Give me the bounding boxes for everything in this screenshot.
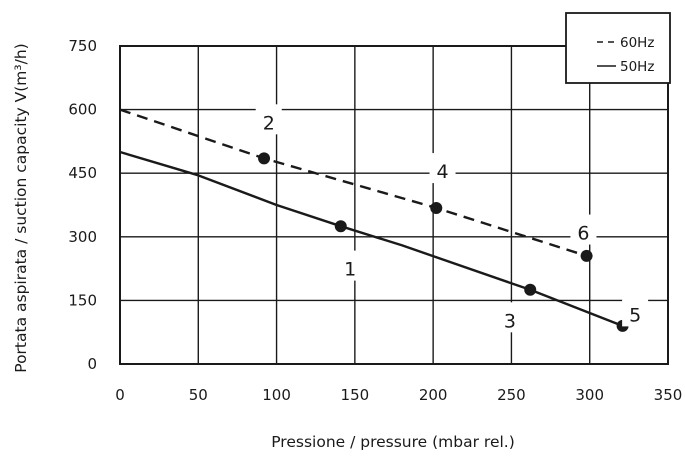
- annotation-bg: [570, 214, 597, 245]
- annotation-label: 4: [436, 161, 448, 183]
- x-tick-label: 50: [189, 386, 208, 404]
- y-tick-label: 600: [68, 101, 97, 119]
- x-tick-label: 250: [497, 386, 526, 404]
- legend-label-50hz: 50Hz: [620, 59, 654, 75]
- x-tick-label: 0: [115, 386, 125, 404]
- x-tick-label: 100: [262, 386, 291, 404]
- y-tick-label: 0: [87, 355, 97, 373]
- legend-label-60hz: 60Hz: [620, 35, 654, 51]
- data-point: [580, 249, 593, 262]
- annotation-bg: [496, 302, 523, 333]
- tick-labels: 0 50 100 150 200 250 300 350 0 150 300 450 600 750: [68, 37, 682, 404]
- data-point: [430, 201, 443, 214]
- annotation-label: 6: [577, 223, 589, 245]
- y-tick-label: 150: [68, 291, 97, 309]
- y-tick-label: 450: [68, 164, 97, 182]
- legend: 60Hz 50Hz: [565, 12, 671, 84]
- annotation-label: 5: [629, 304, 641, 326]
- data-point: [258, 152, 271, 165]
- annotation-label: 2: [263, 112, 275, 134]
- x-tick-label: 350: [654, 386, 683, 404]
- x-tick-label: 150: [341, 386, 370, 404]
- series-line-60hz: [119, 108, 587, 258]
- grid: [119, 45, 669, 365]
- annotations: 1 2 3 4 5 6: [255, 104, 649, 333]
- annotation-label: 3: [504, 310, 516, 332]
- annotation-label: 1: [344, 259, 356, 281]
- annotation-bg: [255, 104, 282, 135]
- y-tick-label: 750: [68, 37, 97, 55]
- x-tick-label: 200: [419, 386, 448, 404]
- legend-box: [565, 12, 671, 84]
- y-tick-label: 300: [68, 228, 97, 246]
- annotation-bg: [337, 250, 364, 281]
- annotation-bg: [429, 153, 456, 184]
- data-point: [334, 220, 347, 233]
- data-point: [524, 283, 537, 296]
- x-tick-label: 300: [575, 386, 604, 404]
- x-axis-label: Pressione / pressure (mbar rel.): [271, 433, 515, 451]
- annotation-bg: [622, 296, 649, 327]
- series-lines: [119, 108, 624, 327]
- y-axis-label: Portata aspirata / suction capacity V(m³…: [12, 43, 30, 372]
- plot-frame: [119, 45, 669, 365]
- data-markers: [258, 152, 629, 332]
